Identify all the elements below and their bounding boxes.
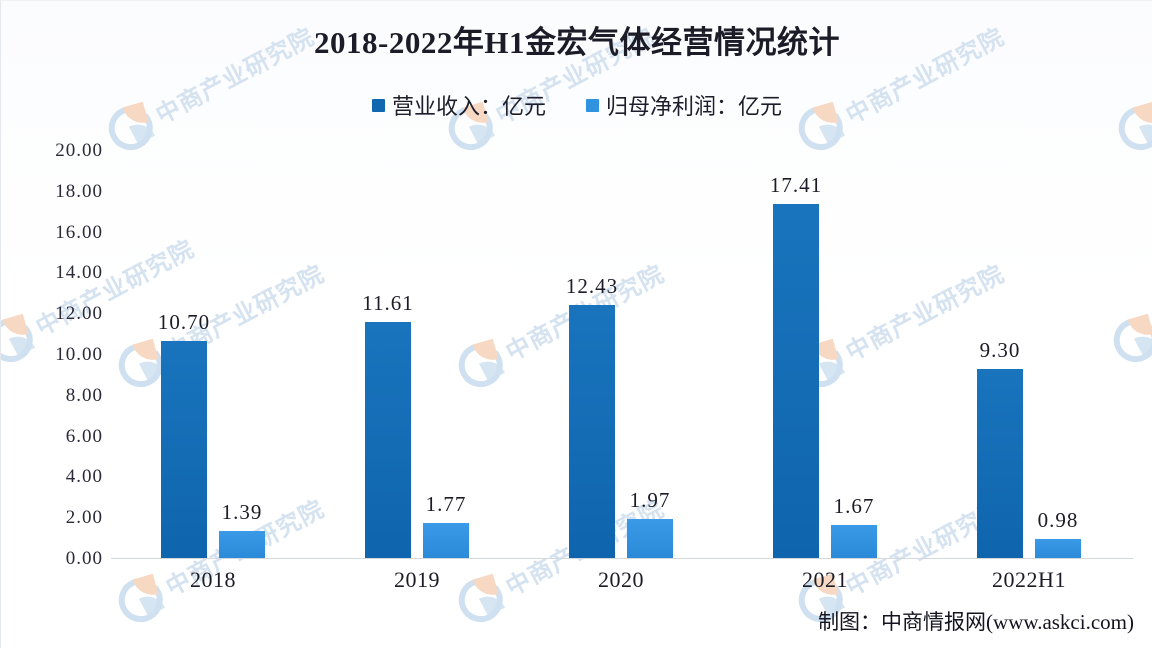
bar-2022H1-series0[interactable]	[977, 369, 1023, 559]
bar-value-label: 1.67	[833, 493, 875, 518]
legend-item-0[interactable]: 营业收入：亿元	[371, 89, 546, 121]
bar-group-2018: 10.70 1.39	[111, 151, 315, 559]
y-axis-tick-label: 6.00	[65, 425, 103, 447]
bar-value-label: 0.98	[1037, 508, 1079, 533]
y-axis-tick-label: 8.00	[65, 384, 103, 406]
legend-swatch-icon	[586, 98, 599, 112]
chart-legend: 营业收入：亿元 归母净利润：亿元	[1, 89, 1152, 121]
bar-value-label: 1.97	[629, 487, 671, 512]
bar-2018-series1[interactable]	[219, 530, 265, 559]
bar-value-label: 1.77	[425, 491, 467, 516]
bar-2022H1-series1[interactable]	[1035, 539, 1081, 559]
bar-group-bars: 11.61 1.77	[315, 151, 519, 559]
bar-value-label: 10.70	[157, 309, 211, 334]
bar-2021-series0[interactable]	[773, 203, 819, 559]
bar-2018-series0[interactable]	[161, 340, 207, 559]
legend-label: 归母净利润：亿元	[606, 94, 783, 119]
bar-group-bars: 10.70 1.39	[111, 151, 315, 559]
bar-2019-series1[interactable]	[423, 522, 469, 559]
y-axis-tick-label: 12.00	[55, 303, 103, 325]
source-credit: 制图：中商情报网(www.askci.com)	[818, 610, 1134, 634]
bar-value-label: 1.39	[221, 499, 263, 524]
bar-group-2021: 17.41 1.67	[723, 151, 927, 559]
x-axis: 2018 2019 2020 2021 2022H1	[111, 567, 1131, 601]
bar-group-2022H1: 9.30 0.98	[927, 151, 1131, 559]
x-axis-tick-label: 2022H1	[992, 567, 1066, 592]
legend-item-1[interactable]: 归母净利润：亿元	[586, 89, 782, 121]
y-axis-tick-label: 2.00	[65, 507, 103, 529]
bar-2019-series0[interactable]	[365, 322, 411, 559]
x-axis-tick-label: 2019	[394, 567, 440, 592]
y-axis-tick-label: 18.00	[55, 180, 103, 202]
bar-value-label: 11.61	[362, 291, 414, 316]
bar-group-bars: 9.30 0.98	[927, 151, 1131, 559]
x-axis-tick-label: 2021	[802, 567, 848, 592]
bar-group-2020: 12.43 1.97	[519, 151, 723, 559]
plot-area: 10.70 1.39 11.61 1.77 12.43 1.97 17.41 1.67 9.30…	[111, 151, 1131, 559]
bar-2020-series1[interactable]	[627, 518, 673, 559]
bar-group-bars: 17.41 1.67	[723, 151, 927, 559]
legend-swatch-icon	[371, 98, 385, 112]
page-title: 2018-2022年H1金宏气体经营情况统计	[314, 25, 840, 60]
y-axis-tick-label: 0.00	[65, 548, 103, 569]
y-axis-tick-label: 10.00	[55, 344, 103, 365]
x-axis-line	[111, 558, 1133, 559]
bar-2020-series0[interactable]	[569, 305, 615, 559]
y-axis-tick-label: 20.00	[55, 140, 103, 161]
legend-label: 营业收入：亿元	[391, 94, 546, 119]
y-axis-tick-label: 14.00	[55, 262, 103, 284]
y-axis-tick-label: 16.00	[55, 221, 103, 243]
y-axis-tick-label: 4.00	[65, 466, 103, 488]
bar-value-label: 12.43	[565, 274, 619, 299]
bar-group-bars: 12.43 1.97	[519, 151, 723, 559]
x-axis-tick-label: 2018	[190, 567, 236, 592]
bar-value-label: 9.30	[979, 338, 1021, 363]
bar-value-label: 17.41	[769, 172, 823, 197]
bar-group-2019: 11.61 1.77	[315, 151, 519, 559]
y-axis: 0.00 2.00 4.00 6.00 8.00 10.00 12.00 14.00 16.00…	[13, 140, 103, 569]
x-axis-tick-label: 2020	[598, 567, 644, 592]
bar-2021-series1[interactable]	[831, 524, 877, 559]
